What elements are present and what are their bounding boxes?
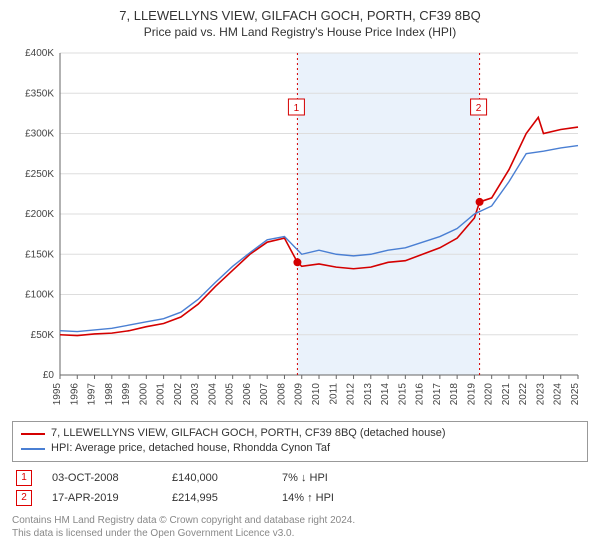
svg-text:2010: 2010 [311,383,322,406]
svg-text:2015: 2015 [397,383,408,406]
svg-text:2018: 2018 [449,383,460,406]
svg-text:1999: 1999 [121,383,132,406]
chart-title: 7, LLEWELLYNS VIEW, GILFACH GOCH, PORTH,… [12,8,588,23]
footer-line-2: This data is licensed under the Open Gov… [12,527,588,540]
svg-text:£50K: £50K [31,330,55,341]
legend-swatch-2 [21,448,45,450]
svg-text:2025: 2025 [570,383,581,406]
svg-text:1997: 1997 [87,383,98,406]
svg-text:2: 2 [476,103,482,114]
chart-container: 7, LLEWELLYNS VIEW, GILFACH GOCH, PORTH,… [0,0,600,560]
svg-text:2012: 2012 [346,383,357,406]
svg-text:2007: 2007 [259,383,270,406]
svg-text:1: 1 [294,103,300,114]
svg-text:2003: 2003 [190,383,201,406]
legend-swatch-1 [21,433,45,435]
svg-text:2019: 2019 [466,383,477,406]
svg-text:2021: 2021 [501,383,512,406]
legend-label-2: HPI: Average price, detached house, Rhon… [51,441,330,456]
svg-text:2023: 2023 [535,383,546,406]
svg-text:£150K: £150K [25,249,54,260]
marker-badge-1: 1 [16,470,32,486]
transaction-date: 17-APR-2019 [52,492,152,504]
svg-text:2017: 2017 [432,383,443,406]
svg-text:£0: £0 [43,370,55,381]
transaction-table: 1 03-OCT-2008 £140,000 7% ↓ HPI 2 17-APR… [12,468,588,508]
svg-text:2005: 2005 [225,383,236,406]
svg-text:2009: 2009 [294,383,305,406]
legend: 7, LLEWELLYNS VIEW, GILFACH GOCH, PORTH,… [12,421,588,462]
legend-item-price-paid: 7, LLEWELLYNS VIEW, GILFACH GOCH, PORTH,… [21,426,579,441]
svg-text:2001: 2001 [156,383,167,406]
transaction-price: £140,000 [172,472,262,484]
svg-text:2000: 2000 [138,383,149,406]
legend-item-hpi: HPI: Average price, detached house, Rhon… [21,441,579,456]
line-chart: £0 £50K £100K £150K £200K £250K £300K £350K £400… [12,45,588,415]
footer-attribution: Contains HM Land Registry data © Crown c… [12,514,588,540]
svg-text:2022: 2022 [518,383,529,406]
svg-text:2004: 2004 [207,383,218,406]
table-row: 2 17-APR-2019 £214,995 14% ↑ HPI [12,488,588,508]
transaction-diff: 7% ↓ HPI [282,472,362,484]
marker-badge-2: 2 [16,490,32,506]
legend-label-1: 7, LLEWELLYNS VIEW, GILFACH GOCH, PORTH,… [51,426,446,441]
table-row: 1 03-OCT-2008 £140,000 7% ↓ HPI [12,468,588,488]
transaction-diff: 14% ↑ HPI [282,492,362,504]
svg-text:2002: 2002 [173,383,184,406]
chart-subtitle: Price paid vs. HM Land Registry's House … [12,25,588,39]
transaction-date: 03-OCT-2008 [52,472,152,484]
svg-text:2020: 2020 [484,383,495,406]
svg-text:2014: 2014 [380,383,391,406]
svg-text:1998: 1998 [104,383,115,406]
svg-text:2013: 2013 [363,383,374,406]
svg-text:1996: 1996 [69,383,80,406]
svg-text:£350K: £350K [25,88,54,99]
svg-text:1995: 1995 [52,383,63,406]
svg-text:2024: 2024 [553,383,564,406]
svg-text:£250K: £250K [25,169,54,180]
transaction-price: £214,995 [172,492,262,504]
footer-line-1: Contains HM Land Registry data © Crown c… [12,514,588,527]
chart-plot-area: £0 £50K £100K £150K £200K £250K £300K £350K £400… [12,45,588,415]
svg-text:2016: 2016 [415,383,426,406]
svg-text:£400K: £400K [25,48,54,59]
svg-text:2008: 2008 [276,383,287,406]
svg-text:£200K: £200K [25,209,54,220]
svg-text:2011: 2011 [328,383,339,405]
svg-text:£300K: £300K [25,129,54,140]
svg-text:2006: 2006 [242,383,253,406]
svg-text:£100K: £100K [25,290,54,301]
